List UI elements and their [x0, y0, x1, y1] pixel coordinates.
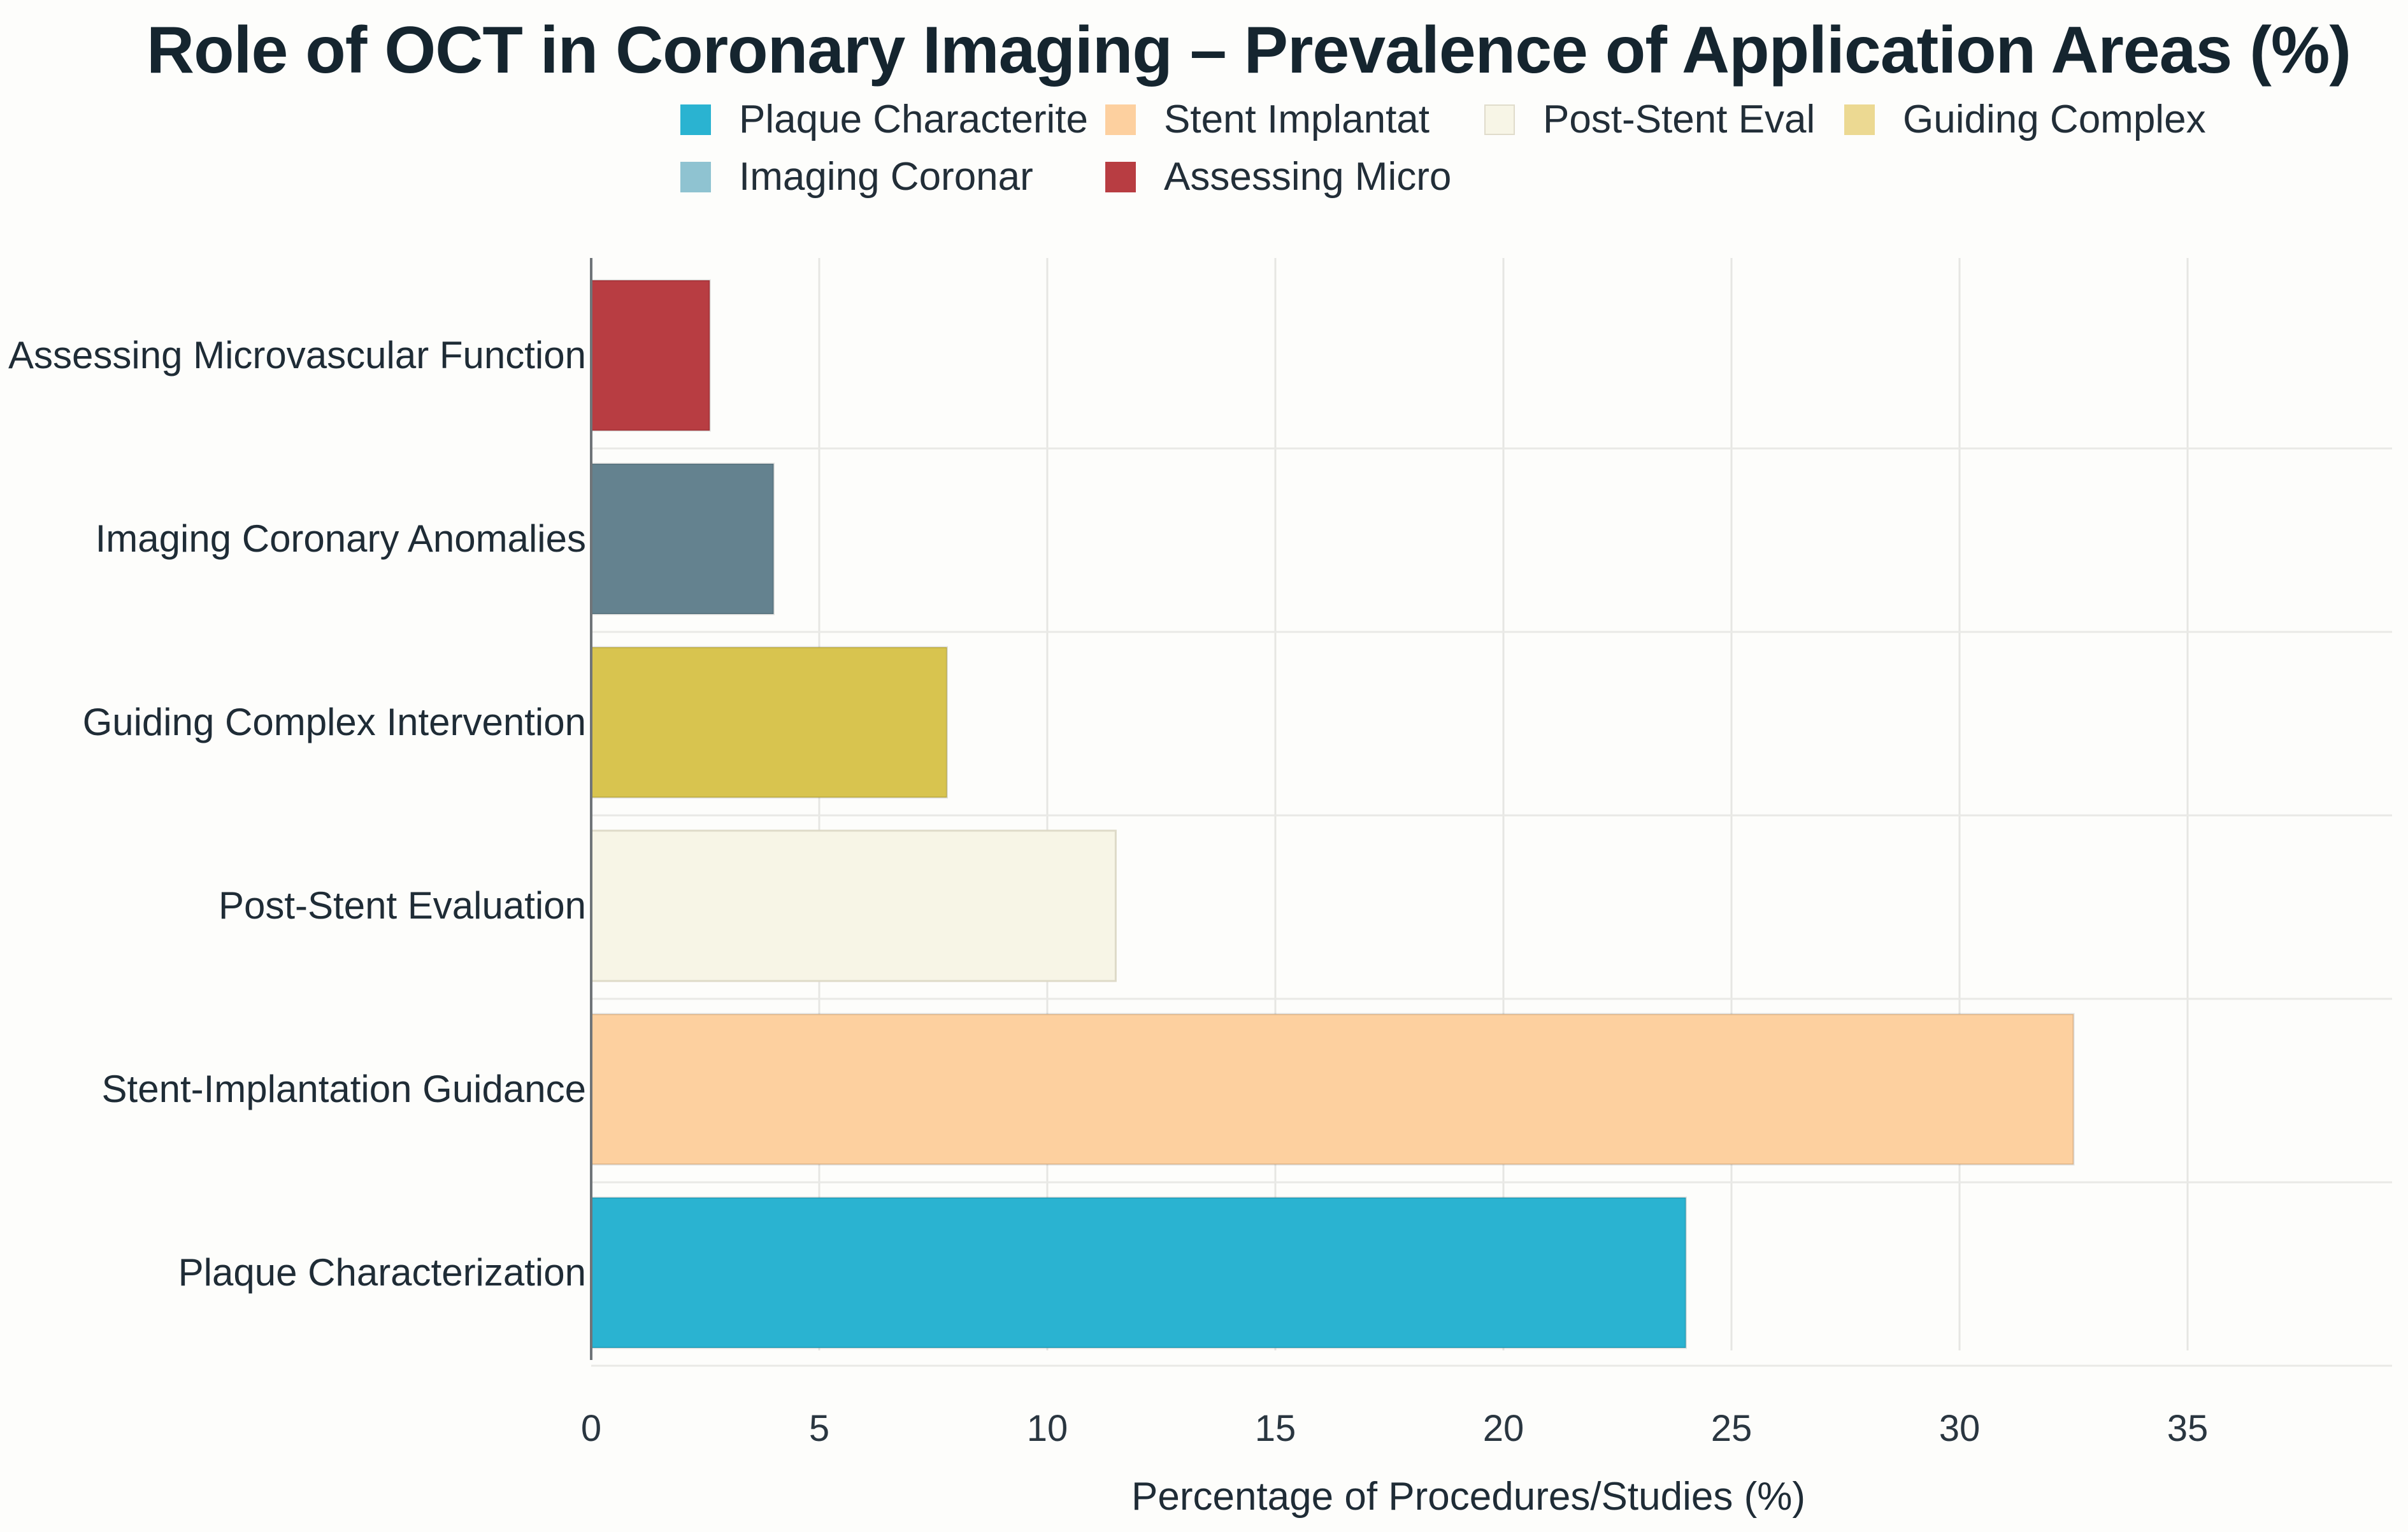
legend-label-stent: Stent Implantat [1164, 97, 1430, 141]
legend-item-imaging: Imaging Coronar [680, 154, 1033, 199]
bar-layer [590, 279, 2075, 1349]
y-category-label: Guiding Complex Intervention [83, 701, 586, 743]
legend-swatch-plaque [680, 104, 711, 135]
legend-swatch-guiding [1844, 104, 1875, 135]
x-tick-label: 10 [1027, 1408, 1068, 1449]
label-layer: 0 5 10 15 20 25 30 35 Plaque Characterization Ste… [8, 334, 2208, 1449]
legend-label-guiding: Guiding Complex [1903, 97, 2206, 141]
legend-swatch-post-stent [1484, 104, 1515, 135]
x-axis-title: Percentage of Procedures/Studies (%) [1131, 1475, 1805, 1519]
x-tick-label: 15 [1255, 1408, 1296, 1449]
bar [590, 646, 948, 799]
bar [590, 1196, 1687, 1349]
y-category-label: Imaging Coronary Anomalies [96, 517, 586, 560]
legend-item-assessing: Assessing Micro [1105, 154, 1451, 199]
y-category-label: Stent-Implantation Guidance [102, 1068, 586, 1110]
legend-swatch-assessing [1105, 161, 1136, 192]
legend-item-guiding: Guiding Complex [1844, 97, 2206, 142]
y-category-label: Plaque Characterization [178, 1251, 586, 1294]
legend-item-post-stent: Post-Stent Eval [1484, 97, 1815, 142]
y-category-label: Post-Stent Evaluation [219, 884, 586, 927]
x-tick-label: 5 [809, 1408, 829, 1449]
x-tick-label: 35 [2167, 1408, 2209, 1449]
legend-label-plaque: Plaque Characterite [739, 97, 1088, 141]
legend-label-imaging: Imaging Coronar [739, 155, 1033, 199]
x-tick-label: 20 [1483, 1408, 1524, 1449]
chart-title: Role of OCT in Coronary Imaging – Preval… [147, 13, 2351, 87]
y-category-label: Assessing Microvascular Function [8, 334, 586, 376]
legend-label-assessing: Assessing Micro [1164, 155, 1452, 199]
bar [590, 1013, 2075, 1166]
bar [590, 462, 775, 615]
legend-swatch-imaging [680, 161, 711, 192]
grid-layer [591, 258, 2392, 1367]
x-tick-label: 30 [1939, 1408, 1981, 1449]
legend-item-stent: Stent Implantat [1105, 97, 1430, 142]
x-tick-label: 0 [581, 1408, 601, 1449]
legend-label-post-stent: Post-Stent Eval [1543, 97, 1816, 141]
legend: Plaque Characterite Stent Implantat Post… [0, 0, 2408, 210]
bar [590, 829, 1117, 982]
legend-item-plaque: Plaque Characterite [680, 97, 1088, 142]
x-tick-label: 25 [1711, 1408, 1752, 1449]
bar [590, 279, 711, 432]
legend-swatch-stent [1105, 104, 1136, 135]
